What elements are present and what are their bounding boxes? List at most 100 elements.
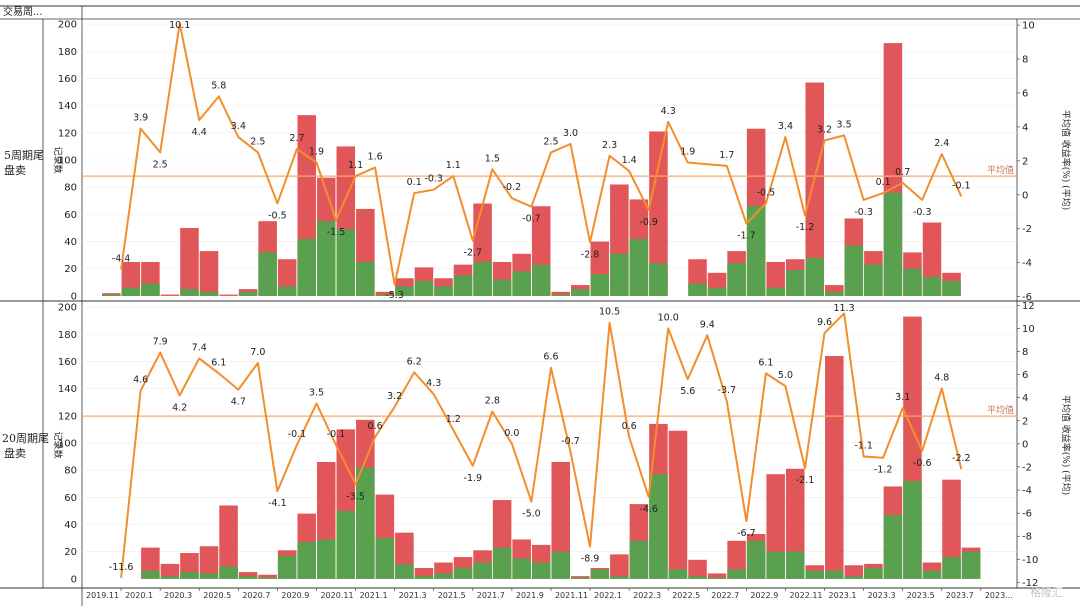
x-tick-label: 2020.3 [164,591,192,600]
bar-green-segment [551,294,571,296]
line-data-label: -4.6 [639,504,658,515]
x-tick-label: 2020.9 [281,591,309,600]
line-data-label: -5.0 [522,509,541,520]
line-data-label: 0.1 [876,177,891,188]
line-data-label: -1.2 [874,465,893,476]
bar-green-segment [805,257,825,296]
left-tick-label: 20 [64,547,77,558]
left-tick-label: 140 [58,384,77,395]
bar-total [942,479,961,579]
bar-total [414,567,434,579]
bar-total [805,82,825,296]
x-tick-label: 2022.11 [789,591,822,600]
x-tick-label: 2021.11 [555,591,588,600]
line-data-label: 1.7 [719,150,734,161]
line-data-label: 0.6 [622,421,637,432]
bar-green-segment [473,562,492,579]
line-data-label: 2.4 [934,138,949,149]
right-tick-label: -4 [1022,486,1032,497]
bar-green-segment [336,510,356,579]
line-data-label: 6.2 [407,356,422,367]
bar-green-segment [297,238,316,296]
bar-green-segment [277,286,297,296]
bar-total [707,573,727,579]
line-data-label: 7.0 [250,347,265,358]
line-data-label: 4.8 [934,372,949,383]
bar-green-segment [805,570,825,579]
bar-green-segment [512,558,531,579]
bar-total [844,565,864,579]
right-tick-label: -2 [1022,462,1032,473]
x-tick-label: 2022.9 [750,591,778,600]
line-data-label: 0.6 [368,421,383,432]
line-data-label: 7.9 [153,337,168,348]
bar-green-segment [629,238,649,296]
line-data-label: 5.8 [211,80,226,91]
bar-green-segment [375,294,395,296]
bar-green-segment [141,570,160,579]
average-label: 平均值 [987,404,1014,416]
bar-total [219,505,238,579]
bar-green-segment [199,291,219,296]
x-tick-label: 2022.7 [711,591,739,600]
bar-green-segment [903,481,922,579]
bar-total [199,251,219,296]
left-tick-label: 40 [64,237,77,248]
right-tick-label: 4 [1022,393,1028,404]
row-label-5-period: 5周期尾盘卖 [4,149,44,177]
right-tick-label: 8 [1022,55,1028,66]
line-data-label: 3.2 [817,124,832,135]
bar-total [160,563,180,579]
bar-green-segment [864,567,883,579]
right-tick-label: 10 [1022,324,1035,335]
bar-green-segment [512,271,531,296]
line-data-label: 3.5 [309,387,324,398]
line-data-label: 3.5 [837,119,852,130]
bar-total [121,261,141,296]
line-data-label: 9.6 [817,317,832,328]
left-tick-label: 120 [58,128,77,139]
right-tick-label: 8 [1022,347,1028,358]
right-tick-label: 2 [1022,416,1028,427]
bar-green-segment [571,577,590,579]
line-data-label: 1.9 [680,147,695,158]
line-data-label: -0.7 [522,214,541,225]
left-tick-label: 0 [71,291,77,302]
line-data-label: 1.5 [485,153,500,164]
bar-green-segment [395,286,414,296]
line-data-label: -3.7 [718,385,737,396]
x-tick-label: 2020.5 [203,591,231,600]
line-data-label: -2.2 [952,453,971,464]
bar-green-segment [199,573,219,579]
bar-green-segment [453,567,473,579]
line-data-label: -1.2 [796,222,815,233]
line-data-label: -0.1 [952,180,971,191]
x-tick-label: 2021.3 [399,591,427,600]
right-tick-label: 10 [1022,21,1035,32]
left-tick-label: 80 [64,466,77,477]
line-data-label: -0.7 [561,436,580,447]
bar-green-segment [551,551,571,579]
bar-green-segment [356,261,375,296]
bar-green-segment [629,540,649,579]
left-tick-label: 40 [64,520,77,531]
right-tick-label: 6 [1022,88,1028,99]
bar-green-segment [102,294,121,296]
x-tick-label: 2023.1 [829,591,857,600]
column-header: 交易周... [3,5,43,18]
left-tick-label: 160 [58,357,77,368]
line-data-label: 2.8 [485,396,500,407]
line-data-label: -0.5 [268,210,287,221]
line-data-label: 6.1 [211,357,226,368]
line-data-label: 2.5 [153,159,168,170]
left-tick-label: 200 [58,20,77,31]
line-data-label: 11.3 [833,303,854,314]
x-tick-label: 2019.11 [86,591,119,600]
left-tick-label: 140 [58,101,77,112]
bar-green-segment [922,570,942,579]
line-data-label: 1.4 [622,155,637,166]
line-data-label: -11.6 [109,562,134,573]
bar-green-segment [297,542,316,579]
bar-green-segment [121,287,141,296]
bar-green-segment [668,569,688,579]
